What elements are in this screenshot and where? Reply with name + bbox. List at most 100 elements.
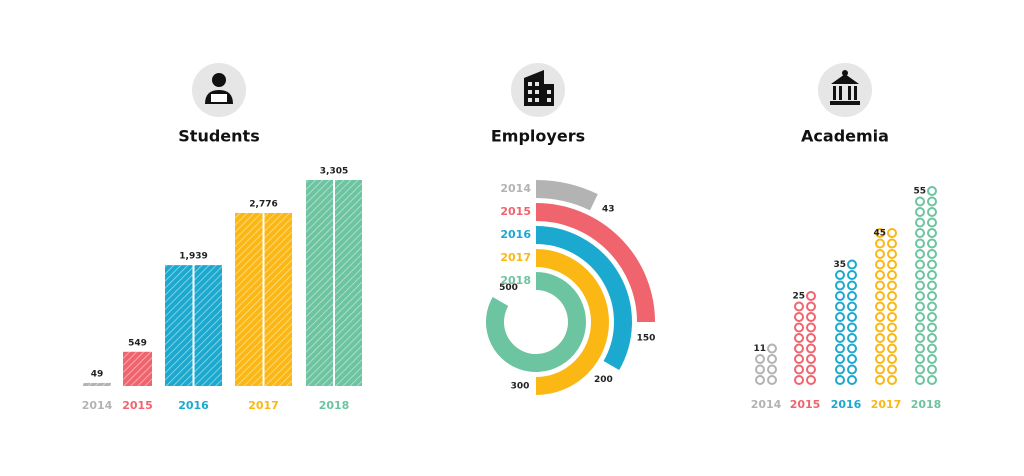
dot — [915, 291, 925, 301]
value-label: 549 — [128, 338, 147, 348]
dot — [927, 280, 937, 291]
dot — [875, 228, 885, 238]
dot — [887, 259, 897, 270]
dot — [875, 343, 885, 354]
value-label: 43 — [602, 205, 615, 215]
dot — [915, 270, 925, 280]
x-tick-label: 2015 — [122, 399, 153, 412]
dot — [927, 333, 937, 343]
dot — [806, 375, 816, 385]
value-label: 150 — [637, 334, 656, 344]
dot — [806, 312, 816, 322]
category-label: 2015 — [500, 205, 531, 218]
dot — [915, 343, 925, 354]
dot — [887, 333, 897, 343]
dot — [806, 333, 816, 343]
dot — [835, 301, 845, 312]
value-label: 3,305 — [320, 167, 348, 177]
dot — [835, 312, 845, 322]
bar-part — [235, 212, 263, 386]
dot-column — [794, 291, 816, 385]
dot — [835, 343, 845, 354]
value-label: 49 — [91, 369, 104, 379]
x-tick-label: 2017 — [248, 399, 279, 412]
dot — [927, 312, 937, 322]
value-label: 35 — [833, 260, 846, 270]
x-tick-label: 2014 — [82, 399, 113, 412]
value-label: 55 — [913, 187, 926, 197]
dot — [887, 238, 897, 249]
dot — [794, 301, 804, 312]
dot — [915, 249, 925, 259]
dot — [847, 364, 857, 375]
dot — [875, 280, 885, 291]
dot — [915, 301, 925, 312]
academia-icon — [818, 63, 872, 117]
dot — [887, 364, 897, 375]
bar-part — [83, 382, 111, 386]
dot — [875, 364, 885, 375]
dot — [806, 322, 816, 333]
dot — [927, 322, 937, 333]
dot — [927, 291, 937, 301]
dot — [915, 259, 925, 270]
dot — [875, 291, 885, 301]
dot — [927, 270, 937, 280]
dot — [875, 333, 885, 343]
radial-bar — [535, 203, 655, 323]
category-label: 2018 — [500, 274, 531, 287]
dot — [794, 312, 804, 322]
dot — [927, 343, 937, 354]
dot — [887, 280, 897, 291]
dot — [767, 364, 777, 375]
dot — [927, 375, 937, 385]
dot — [835, 354, 845, 364]
dot — [806, 364, 816, 375]
chart-title: Academia — [801, 127, 889, 146]
category-label: 2016 — [500, 228, 531, 241]
bar-part — [306, 180, 333, 386]
bar — [235, 212, 292, 386]
dot — [887, 249, 897, 259]
dot — [915, 322, 925, 333]
dot — [847, 375, 857, 385]
value-label: 45 — [873, 229, 886, 239]
dot — [887, 228, 897, 238]
dot — [835, 333, 845, 343]
dot — [915, 196, 925, 207]
bar-part — [264, 212, 292, 386]
dot — [927, 228, 937, 238]
x-tick-label: 2014 — [751, 398, 782, 411]
dot — [794, 333, 804, 343]
dot — [847, 322, 857, 333]
dot — [887, 375, 897, 385]
bar-part — [123, 351, 152, 386]
dot — [915, 312, 925, 322]
dot — [927, 259, 937, 270]
dot — [887, 301, 897, 312]
chart-title: Students — [178, 127, 259, 146]
dot — [887, 270, 897, 280]
dot — [915, 375, 925, 385]
value-label: 200 — [594, 375, 613, 385]
dot — [835, 375, 845, 385]
dot — [835, 280, 845, 291]
dot — [915, 207, 925, 217]
dot — [806, 354, 816, 364]
dot — [847, 333, 857, 343]
dot — [875, 375, 885, 385]
dot-column — [755, 343, 777, 385]
value-label: 25 — [792, 292, 805, 302]
dot — [794, 354, 804, 364]
value-label: 11 — [753, 344, 766, 354]
radial-bar — [535, 249, 609, 395]
dot — [875, 249, 885, 259]
dot — [887, 312, 897, 322]
x-tick-label: 2018 — [319, 399, 350, 412]
dot — [835, 291, 845, 301]
bar — [83, 382, 111, 386]
dot — [887, 354, 897, 364]
chart-title: Employers — [491, 127, 585, 146]
category-label: 2017 — [500, 251, 531, 264]
